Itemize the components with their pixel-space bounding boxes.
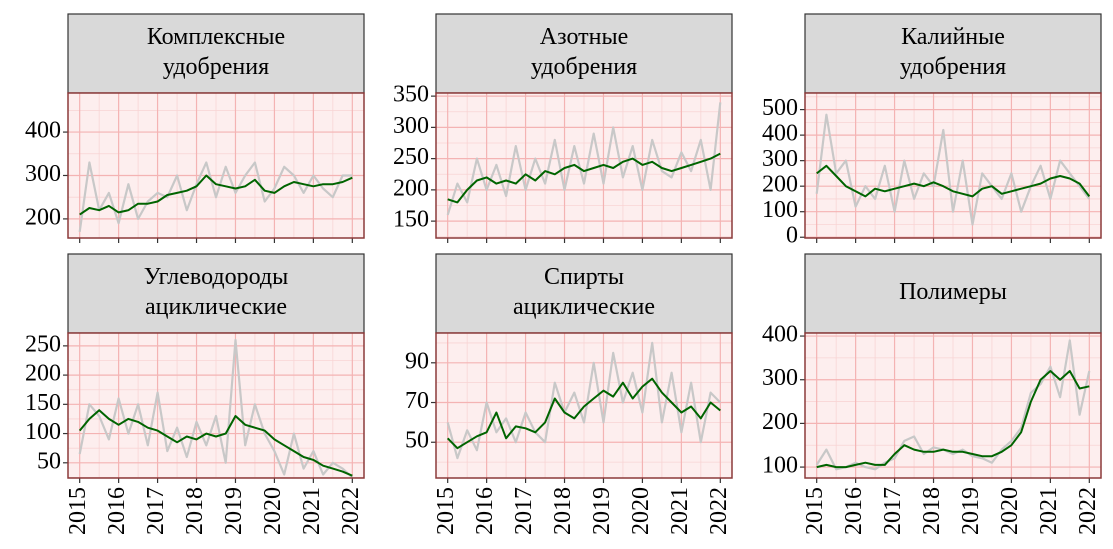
plot-area <box>446 341 722 460</box>
x-tick-label: 2022 <box>338 487 364 535</box>
strip <box>67 13 365 94</box>
x-tick-label: 2017 <box>143 487 169 535</box>
x-tick-label: 2018 <box>919 487 945 535</box>
x-tick-label: 2020 <box>260 487 286 535</box>
x-tick-label: 2020 <box>997 487 1023 535</box>
y-tick-label: 300 <box>762 146 798 172</box>
panel-title: Комплексные <box>147 24 285 50</box>
series-line <box>816 164 1091 198</box>
panel-title: Спирты <box>544 264 624 290</box>
series-line <box>447 152 721 204</box>
panel-border <box>67 332 365 479</box>
y-tick-label: 200 <box>25 204 61 230</box>
plot-area <box>815 339 1091 471</box>
y-tick-label: 150 <box>25 390 61 416</box>
y-tick-label: 350 <box>393 82 429 108</box>
strip <box>804 13 1102 94</box>
x-tick-label: 2016 <box>104 487 130 535</box>
y-tick-label: 0 <box>786 223 798 249</box>
panel-title: Углеводороды <box>144 264 288 290</box>
x-tick-label: 2019 <box>221 487 247 535</box>
y-tick-label: 50 <box>405 428 429 454</box>
y-tick-label: 300 <box>762 365 798 391</box>
panel-border <box>804 332 1102 479</box>
panel-title: ациклические <box>513 294 655 320</box>
series-line <box>815 339 1091 471</box>
panel-border <box>67 92 365 239</box>
panel-border <box>435 332 733 479</box>
x-tick-label: 2018 <box>182 487 208 535</box>
y-tick-label: 90 <box>405 348 429 374</box>
y-tick-label: 50 <box>37 448 61 474</box>
panel-border <box>804 92 1102 239</box>
panel-border <box>435 92 733 239</box>
panel-title: удобрения <box>163 54 269 80</box>
x-tick-label: 2015 <box>802 487 828 535</box>
x-tick-label: 2016 <box>841 487 867 535</box>
y-tick-label: 400 <box>762 121 798 147</box>
y-tick-label: 100 <box>762 197 798 223</box>
y-tick-label: 100 <box>25 419 61 445</box>
y-tick-label: 200 <box>762 172 798 198</box>
y-tick-label: 250 <box>393 144 429 170</box>
x-tick-label: 2016 <box>472 487 498 535</box>
y-tick-label: 400 <box>762 322 798 348</box>
x-tick-label: 2019 <box>958 487 984 535</box>
plot-area <box>78 161 353 233</box>
y-tick-label: 250 <box>25 331 61 357</box>
plot-area <box>78 338 354 478</box>
series-line <box>79 174 353 216</box>
panel-title: удобрения <box>900 54 1006 80</box>
x-tick-label: 2017 <box>511 487 537 535</box>
y-tick-label: 400 <box>25 118 61 144</box>
series-line <box>815 113 1091 226</box>
x-tick-label: 2015 <box>65 487 91 535</box>
x-tick-label: 2022 <box>1075 487 1101 535</box>
y-tick-label: 500 <box>762 95 798 121</box>
y-tick-label: 100 <box>762 453 798 479</box>
series-line <box>446 341 722 460</box>
series-line <box>78 409 353 477</box>
series-line <box>78 161 353 233</box>
plot-area <box>815 113 1091 226</box>
strip <box>804 253 1102 334</box>
y-tick-label: 300 <box>25 161 61 187</box>
x-tick-label: 2022 <box>706 487 732 535</box>
x-tick-label: 2018 <box>550 487 576 535</box>
y-tick-label: 200 <box>25 361 61 387</box>
panel-title: Полимеры <box>899 279 1007 305</box>
y-tick-label: 70 <box>405 388 429 414</box>
y-tick-label: 300 <box>393 113 429 139</box>
x-tick-label: 2021 <box>299 487 325 535</box>
plot-area <box>446 102 722 216</box>
x-tick-label: 2021 <box>667 487 693 535</box>
x-tick-label: 2020 <box>628 487 654 535</box>
panel-title: удобрения <box>531 54 637 80</box>
y-tick-label: 150 <box>393 207 429 233</box>
series-line <box>816 370 1090 469</box>
y-tick-label: 200 <box>762 409 798 435</box>
panel-title: Азотные <box>540 24 628 50</box>
panel-title: ациклические <box>145 294 287 320</box>
x-tick-label: 2021 <box>1036 487 1062 535</box>
x-tick-label: 2019 <box>589 487 615 535</box>
x-tick-label: 2017 <box>880 487 906 535</box>
x-tick-label: 2015 <box>433 487 459 535</box>
series-line <box>446 377 721 450</box>
y-tick-label: 200 <box>393 175 429 201</box>
panel-title: Калийные <box>901 24 1005 50</box>
